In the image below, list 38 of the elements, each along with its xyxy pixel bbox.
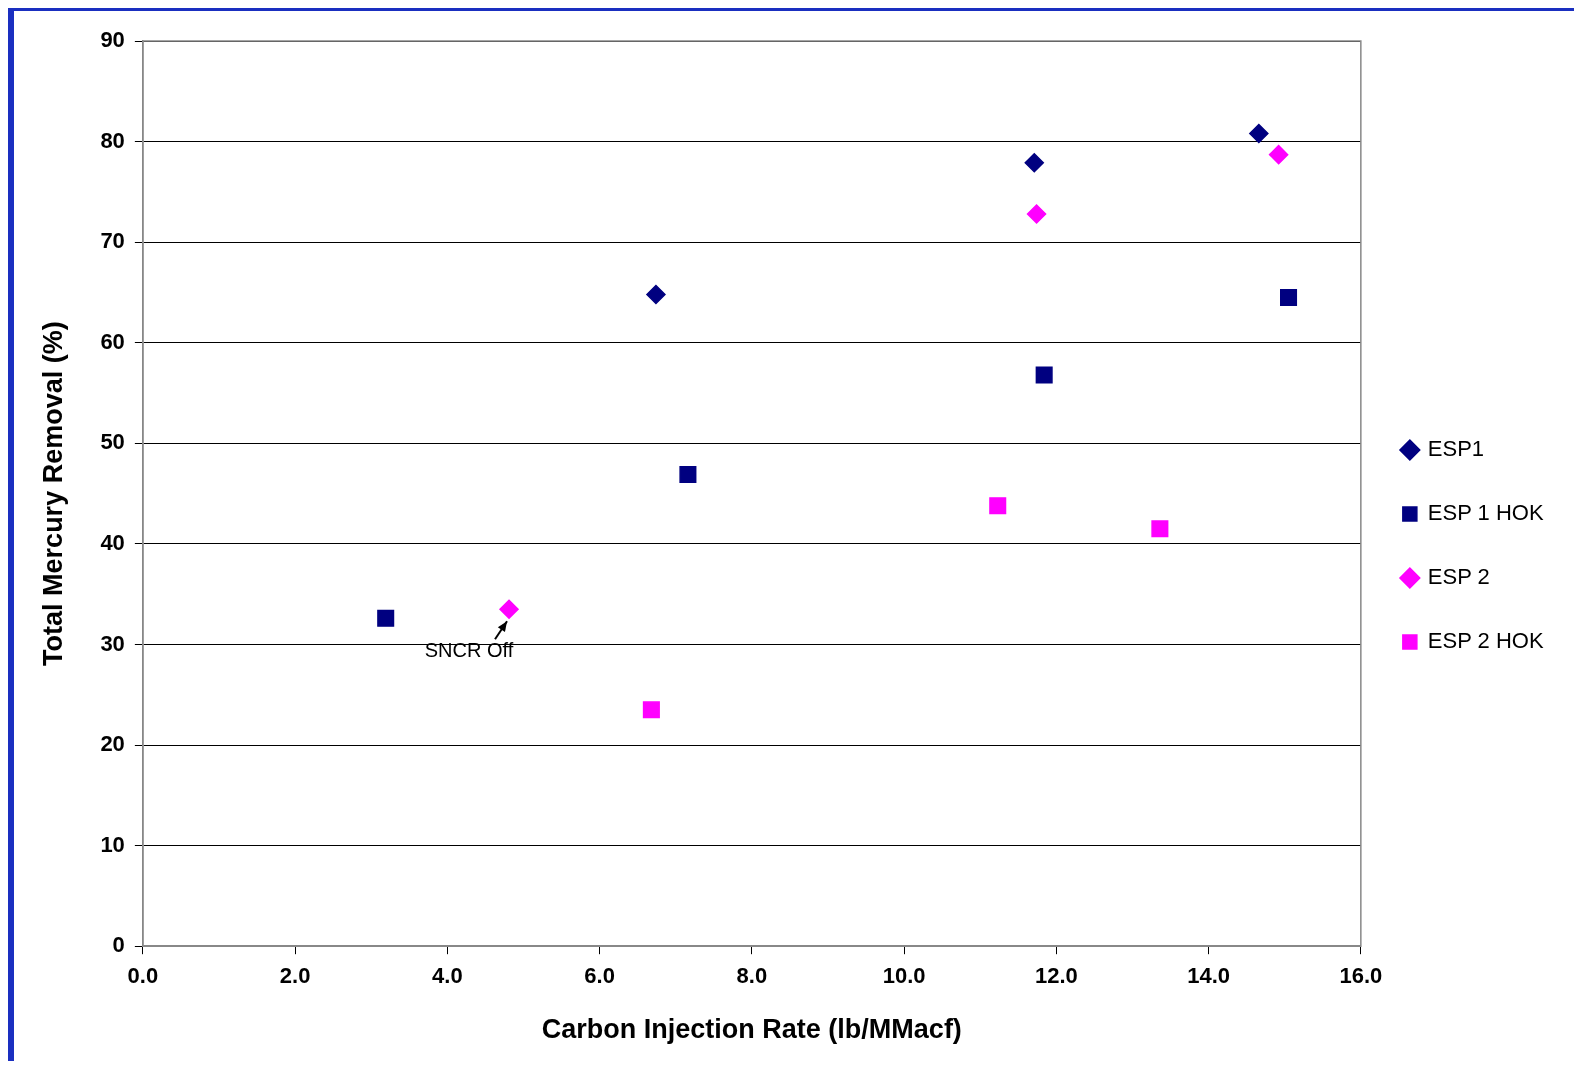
point xyxy=(377,609,395,627)
y-axis-title: Total Mercury Removal (%) xyxy=(37,321,68,666)
point xyxy=(646,284,666,305)
point xyxy=(1026,204,1047,224)
y-tick-label: 20 xyxy=(100,731,125,757)
y-tick-label: 60 xyxy=(100,328,125,354)
y-tick-label: 50 xyxy=(100,429,125,455)
y-tick-label: 30 xyxy=(100,630,125,656)
x-tick-label: 0.0 xyxy=(127,963,159,989)
x-axis-title: Carbon Injection Rate (lb/MMacf) xyxy=(541,1014,962,1045)
point xyxy=(679,465,697,484)
point xyxy=(1035,366,1053,384)
point xyxy=(1249,123,1269,144)
legend-label: ESP1 xyxy=(1427,436,1485,462)
legend-label: ESP 2 HOK xyxy=(1427,628,1544,654)
x-tick-label: 6.0 xyxy=(584,963,615,989)
y-tick-label: 80 xyxy=(100,127,125,153)
point xyxy=(1024,152,1045,173)
x-tick-label: 10.0 xyxy=(882,963,926,989)
x-tick-label: 2.0 xyxy=(279,963,311,989)
point xyxy=(499,599,519,620)
x-tick-label: 14.0 xyxy=(1187,963,1231,989)
legend-label: ESP 2 xyxy=(1427,564,1490,590)
y-tick-label: 0 xyxy=(112,932,125,958)
x-tick-label: 12.0 xyxy=(1034,963,1078,989)
y-tick-label: 40 xyxy=(100,529,125,555)
legend-label: ESP 1 HOK xyxy=(1427,500,1544,526)
x-tick-label: 8.0 xyxy=(736,963,768,989)
point xyxy=(1151,520,1169,538)
y-tick-label: 90 xyxy=(100,27,125,53)
point xyxy=(1280,288,1298,306)
x-tick-label: 16.0 xyxy=(1339,963,1383,989)
y-tick-label: 10 xyxy=(100,831,125,857)
x-tick-label: 4.0 xyxy=(432,963,463,989)
point xyxy=(989,497,1007,515)
y-tick-label: 70 xyxy=(100,228,125,254)
point xyxy=(1268,144,1289,165)
point xyxy=(642,701,660,719)
